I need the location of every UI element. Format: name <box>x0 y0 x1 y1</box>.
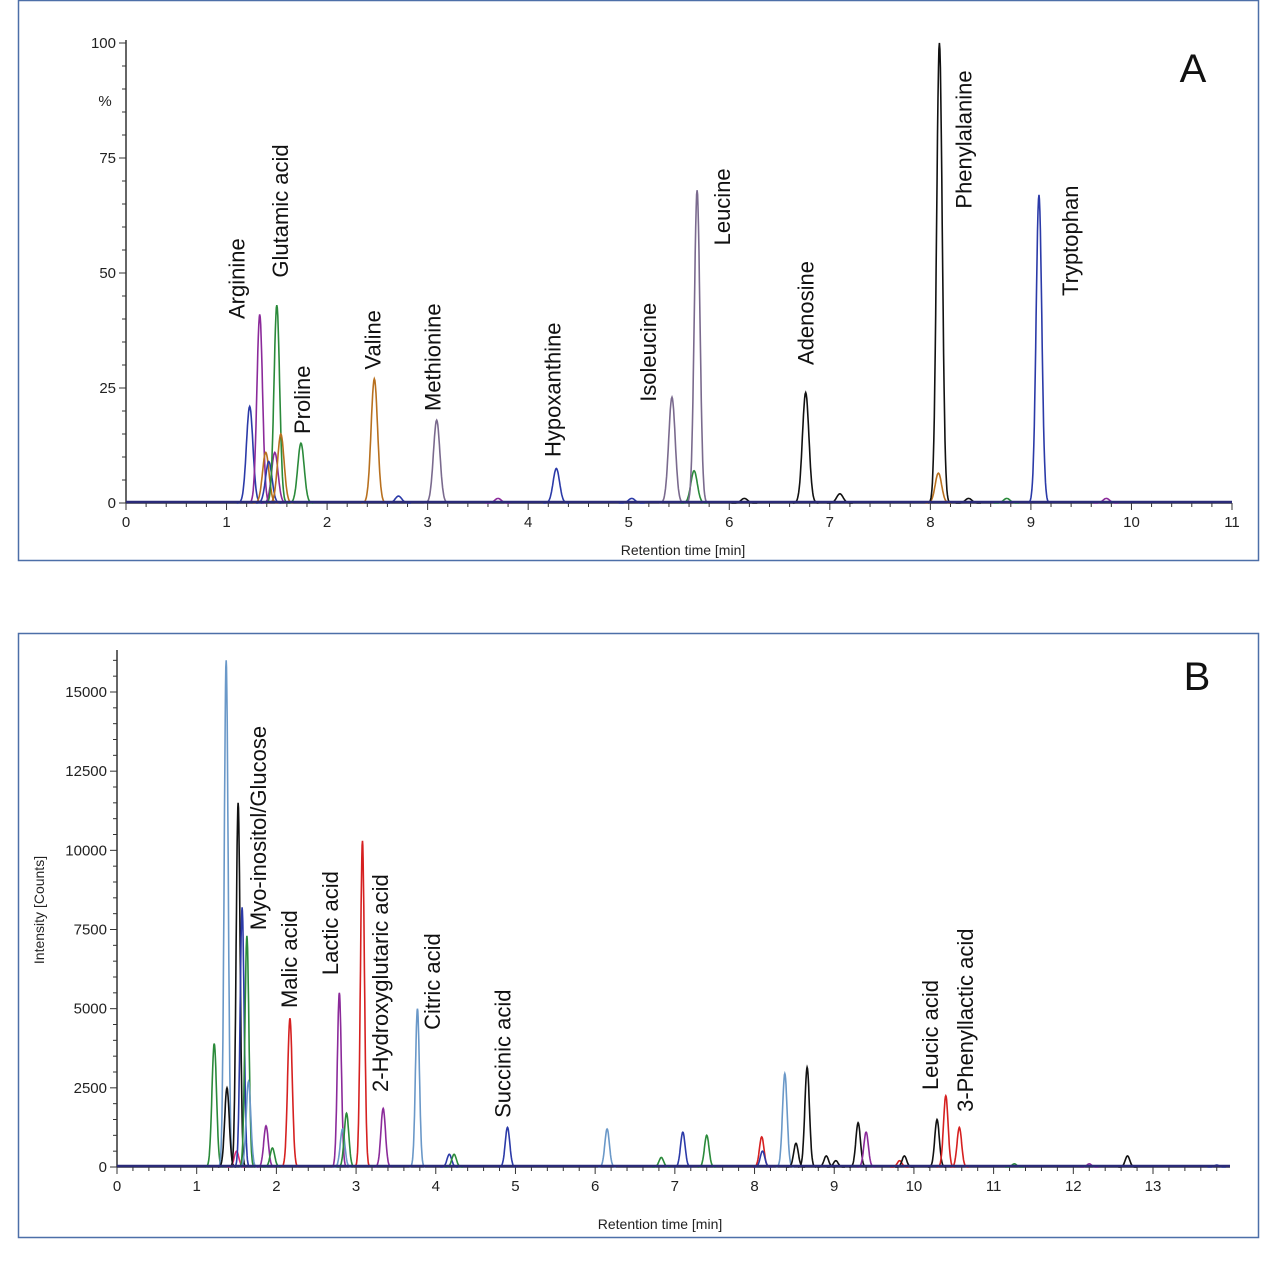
y-tick-label: 15000 <box>65 684 107 701</box>
peak-annotation: Myo-inositol/Glucose <box>246 726 271 930</box>
panel-a-frame <box>17 0 1260 562</box>
x-tick-label: 1 <box>193 1178 201 1195</box>
peak-annotation: Isoleucine <box>636 303 661 402</box>
peak-1.74 <box>288 441 314 504</box>
y-tick-label: 100 <box>91 35 116 52</box>
x-tick-label: 5 <box>511 1178 519 1195</box>
peak-annotation: Methionine <box>421 303 446 411</box>
panel-a-ylabel: % <box>98 93 111 110</box>
peak-9.08 <box>1027 194 1051 504</box>
peak-3.09 <box>423 418 450 504</box>
x-tick-label: 9 <box>1027 514 1035 531</box>
peak-annotation: Succinic acid <box>491 990 516 1118</box>
peak-annotation: Hypoxanthine <box>540 322 565 457</box>
y-tick-label: 2500 <box>74 1080 107 1097</box>
x-tick-label: 7 <box>671 1178 679 1195</box>
peak-annotation: Malic acid <box>277 910 302 1008</box>
x-tick-label: 12 <box>1065 1178 1082 1195</box>
x-tick-label: 3 <box>352 1178 360 1195</box>
peak-10.57 <box>950 1125 969 1168</box>
x-tick-label: 6 <box>725 514 733 531</box>
peak-1.63 <box>238 935 255 1168</box>
peak-annotation: Leucic acid <box>918 980 943 1090</box>
peak-annotation: Citric acid <box>420 933 445 1030</box>
peak-annotation: Adenosine <box>794 261 819 365</box>
x-tick-label: 10 <box>1123 514 1140 531</box>
peak-annotation: 2-Hydroxyglutaric acid <box>368 874 393 1092</box>
peak-8.38 <box>775 1070 795 1168</box>
peak-annotation: Phenylalanine <box>952 70 977 208</box>
y-tick-label: 12500 <box>65 763 107 780</box>
peak-6.76 <box>792 390 819 504</box>
peak-annotation: Glutamic acid <box>268 144 293 277</box>
y-tick-label: 0 <box>99 1159 107 1176</box>
x-tick-label: 0 <box>113 1178 121 1195</box>
y-tick-label: 25 <box>99 380 116 397</box>
panel-b-xlabel: Retention time [min] <box>598 1216 723 1232</box>
x-tick-label: 6 <box>591 1178 599 1195</box>
x-tick-label: 11 <box>1224 514 1240 531</box>
peak-2.17 <box>280 1018 299 1168</box>
peak-annotation: Lactic acid <box>318 871 343 975</box>
peak-4.9 <box>498 1125 517 1168</box>
panel-b-label: B <box>1184 655 1211 699</box>
panel-a: A Retention time [min] % 0 1 2 3 4 5 6 7 8 9 10 11 0… <box>91 35 1240 558</box>
peak-2.79 <box>331 992 348 1168</box>
panel-a-xlabel: Retention time [min] <box>621 542 746 558</box>
x-tick-label: 2 <box>272 1178 280 1195</box>
peak-annotation: Valine <box>360 310 385 370</box>
x-tick-label: 4 <box>432 1178 440 1195</box>
peak-7.1 <box>673 1131 692 1168</box>
peak-5.68 <box>685 190 709 504</box>
x-tick-label: 9 <box>830 1178 838 1195</box>
peak-8.09 <box>928 42 951 504</box>
panel-a-label: A <box>1180 47 1207 91</box>
y-tick-label: 50 <box>99 265 116 282</box>
peak-1.87 <box>256 1124 275 1168</box>
y-tick-label: 0 <box>108 495 116 512</box>
peak-annotation: Tryptophan <box>1058 186 1083 296</box>
peak-7.4 <box>697 1134 716 1168</box>
peak-annotation: Proline <box>290 366 315 434</box>
y-tick-label: 75 <box>99 150 116 167</box>
peak-1.57 <box>233 907 251 1168</box>
panel-b: B Retention time [min] Intensity [Counts… <box>31 650 1230 1232</box>
x-tick-label: 2 <box>323 514 331 531</box>
x-tick-label: 8 <box>750 1178 758 1195</box>
peak-8.66 <box>797 1064 817 1168</box>
x-tick-label: 8 <box>926 514 934 531</box>
peak-2.47 <box>361 376 387 504</box>
peak-1.33 <box>248 314 271 504</box>
peak-3.34 <box>374 1106 393 1168</box>
x-tick-label: 4 <box>524 514 532 531</box>
x-tick-label: 10 <box>906 1178 923 1195</box>
peak-3.08 <box>354 840 371 1168</box>
peak-annotation: Leucine <box>710 168 735 245</box>
peak-3.77 <box>409 1008 426 1168</box>
x-tick-label: 13 <box>1145 1178 1162 1195</box>
peak-5.43 <box>658 394 686 504</box>
x-tick-label: 5 <box>625 514 633 531</box>
peak-annotation: 3-Phenyllactic acid <box>953 928 978 1111</box>
peak-4.28 <box>543 467 570 504</box>
x-tick-label: 0 <box>122 514 130 531</box>
x-tick-label: 11 <box>986 1178 1002 1195</box>
peak-6.15 <box>597 1127 616 1168</box>
y-tick-label: 10000 <box>65 842 107 859</box>
panel-b-ylabel: Intensity [Counts] <box>31 856 47 964</box>
peak-annotation: Arginine <box>225 238 250 319</box>
y-tick-label: 7500 <box>74 922 107 939</box>
peak-1.23 <box>236 404 263 504</box>
x-tick-label: 7 <box>826 514 834 531</box>
peak-1.5 <box>265 305 289 504</box>
x-tick-label: 3 <box>423 514 431 531</box>
panel-b-frame <box>17 632 1260 1239</box>
y-tick-label: 5000 <box>74 1001 107 1018</box>
x-tick-label: 1 <box>222 514 230 531</box>
